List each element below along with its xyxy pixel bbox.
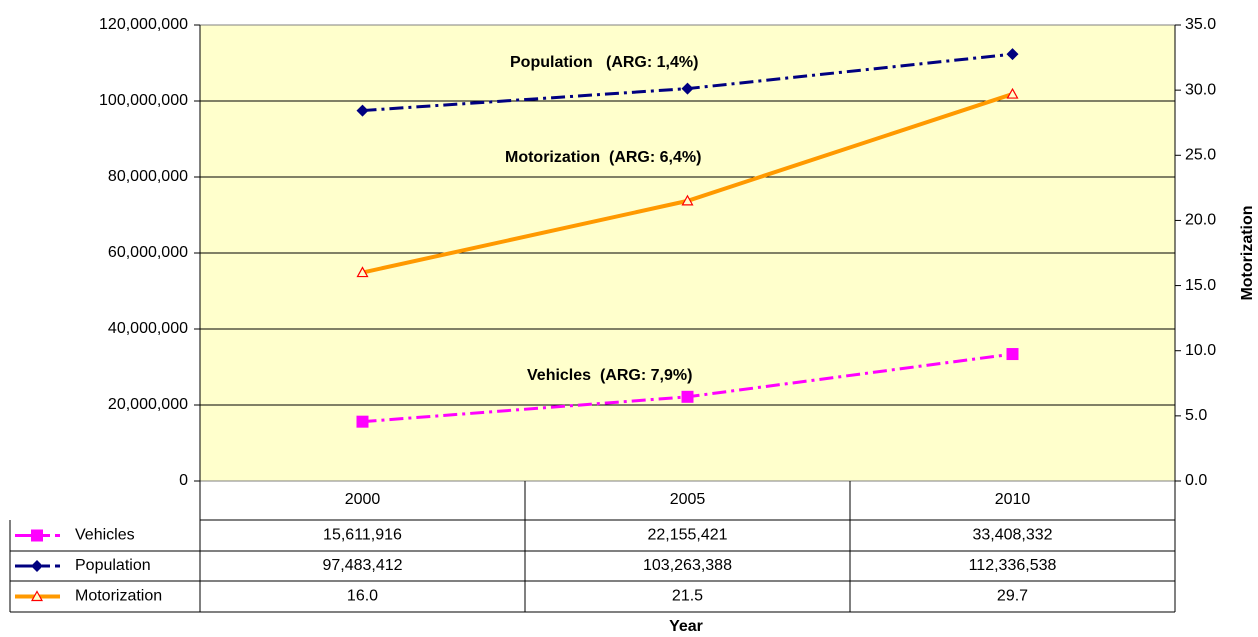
table-cell: 29.7 — [997, 588, 1028, 605]
annotation: Population (ARG: 1,4%) — [510, 54, 698, 71]
legend-label: Population — [75, 557, 151, 574]
x-tick-label: 2005 — [670, 491, 706, 508]
legend-marker — [31, 560, 43, 572]
table-cell: 33,408,332 — [972, 527, 1052, 544]
x-tick-label: 2010 — [995, 491, 1031, 508]
table-cell: 16.0 — [347, 588, 378, 605]
table-cell: 22,155,421 — [647, 527, 727, 544]
marker — [1006, 48, 1019, 61]
marker — [356, 266, 369, 278]
x-axis-label: Year — [669, 618, 703, 635]
y-tick-label: 80,000,000 — [108, 168, 188, 185]
y2-tick-label: 35.0 — [1185, 16, 1216, 33]
y2-axis-label: Motorization — [1239, 205, 1256, 300]
table-cell: 97,483,412 — [322, 557, 402, 574]
annotation: Vehicles (ARG: 7,9%) — [527, 367, 692, 384]
legend-marker — [31, 529, 43, 542]
y-tick-label: 40,000,000 — [108, 320, 188, 337]
legend-label: Vehicles — [75, 527, 135, 544]
y-tick-label: 60,000,000 — [108, 244, 188, 261]
marker — [681, 194, 694, 206]
y-tick-label: 120,000,000 — [99, 16, 188, 33]
x-tick-label: 2000 — [345, 491, 381, 508]
y-tick-label: 0 — [179, 472, 188, 489]
y2-tick-label: 25.0 — [1185, 147, 1216, 164]
y-tick-label: 100,000,000 — [99, 92, 188, 109]
marker — [356, 415, 369, 428]
table-cell: 21.5 — [672, 588, 703, 605]
y2-tick-label: 20.0 — [1185, 212, 1216, 229]
marker — [681, 82, 694, 95]
y2-tick-label: 15.0 — [1185, 277, 1216, 294]
marker — [681, 390, 694, 403]
marker — [1006, 87, 1019, 99]
legend-marker — [30, 590, 44, 602]
table-cell: 15,611,916 — [323, 527, 402, 544]
annotation: Motorization (ARG: 6,4%) — [505, 149, 701, 166]
table-cell: 103,263,388 — [643, 557, 732, 574]
marker — [1006, 348, 1019, 361]
table-cell: 112,336,538 — [969, 557, 1057, 574]
y2-tick-label: 30.0 — [1185, 81, 1216, 98]
y2-tick-label: 5.0 — [1185, 407, 1207, 424]
legend-label: Motorization — [75, 588, 162, 605]
y-tick-label: 20,000,000 — [108, 396, 188, 413]
marker — [356, 104, 369, 117]
y2-tick-label: 0.0 — [1185, 472, 1207, 489]
y2-tick-label: 10.0 — [1185, 342, 1216, 359]
